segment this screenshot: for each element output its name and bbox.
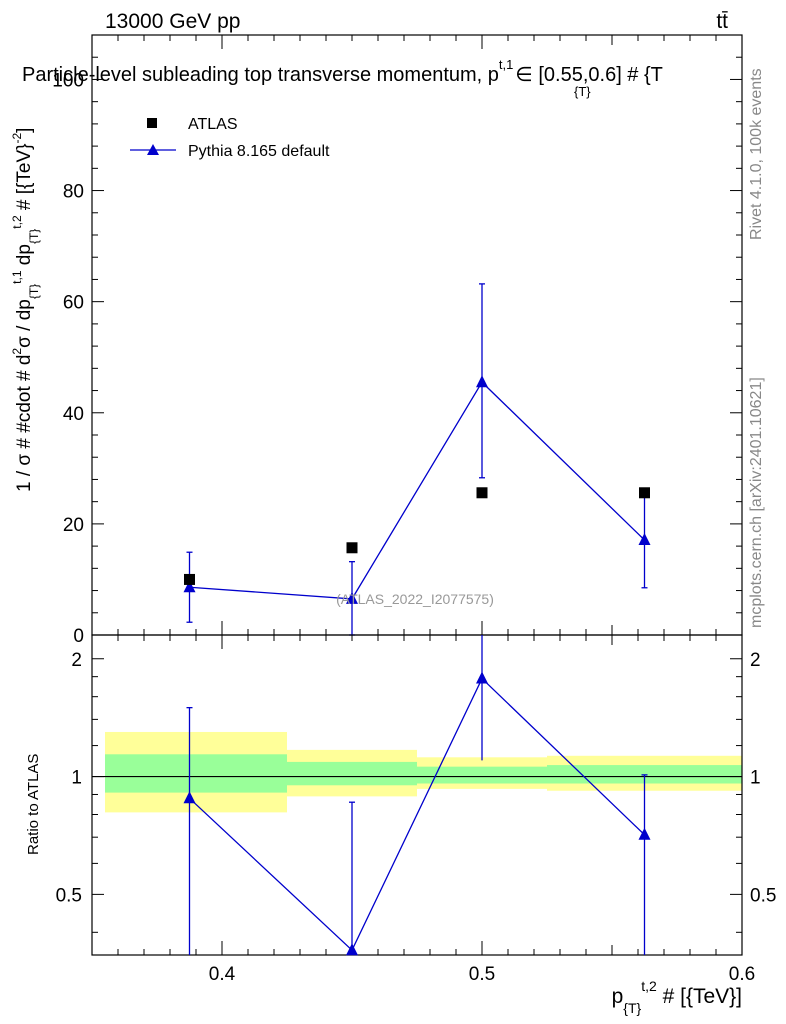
pythia-line: [189, 381, 645, 600]
pythia-point-3: [638, 533, 651, 545]
main-ytick-label: 60: [63, 293, 84, 314]
pythia-point-1: [346, 591, 358, 604]
ratio-ylabel: Ratio to ATLAS: [25, 754, 42, 855]
main-ytick-label: 20: [63, 515, 84, 536]
mcplots-label: mcplots.cern.ch [arXiv:2401.10621]: [748, 377, 765, 628]
legend-atlas-label: ATLAS: [188, 116, 238, 133]
plot-title-sup: t,1: [499, 57, 513, 72]
plot-title-rest: ∈ [0.55,0.6] # {T: [515, 64, 663, 86]
legend-pythia-marker: [147, 144, 159, 155]
atlas-point-2: [476, 487, 488, 499]
ratio-ytick-label-right: 2: [750, 650, 761, 671]
process-label: tt̄: [716, 10, 728, 33]
ratio-point-0: [183, 791, 196, 804]
atlas-point-1: [346, 542, 358, 554]
legend: ATLAS Pythia 8.165 default: [130, 116, 330, 160]
ratio-band-green-0: [105, 754, 287, 793]
ratio-band-green-2: [417, 766, 547, 784]
x-axis-label: p{T}t,2 # [{TeV}]: [612, 978, 742, 1016]
atlas-point-0: [184, 573, 195, 585]
ratio-point-2: [476, 671, 488, 684]
analysis-watermark: (ATLAS_2022_I2077575): [336, 591, 494, 607]
x-tick-label: 0.4: [209, 964, 236, 985]
plot-title: Particle-level subleading top transverse…: [22, 57, 663, 86]
energy-label: 13000 GeV pp: [105, 10, 240, 33]
x-tick-label: 0.6: [729, 964, 755, 985]
pythia-point-0: [183, 580, 196, 593]
ratio-line: [189, 677, 645, 952]
ratio-band-green-1: [287, 761, 417, 786]
ratio-point-3: [638, 827, 651, 840]
ratio-ytick-label: 0.5: [56, 885, 82, 906]
main-ytick-label: 80: [63, 182, 84, 203]
ratio-point-1: [346, 943, 358, 956]
ratio-ytick-label: 1: [71, 768, 82, 789]
main-ytick-label: 0: [73, 626, 84, 647]
main-ytick-label: 40: [63, 404, 84, 425]
ratio-ytick-label: 2: [71, 650, 82, 671]
x-tick-label: 0.5: [469, 964, 495, 985]
ratio-ytick-label-right: 0.5: [750, 885, 776, 906]
rivet-label: Rivet 4.1.0, 100k events: [748, 68, 765, 240]
legend-atlas-marker: [147, 118, 157, 128]
main-ytick-label: 100: [52, 70, 84, 91]
atlas-point-3: [639, 487, 650, 499]
ratio-panel: 0.4 0.5 0.6 0.5 0.5 1 1 2 2: [56, 634, 776, 985]
plot-title-main: Particle-level subleading top transverse…: [22, 64, 499, 86]
plot-title-sub: {T}: [574, 84, 591, 99]
main-ylabel: 1 / σ # #cdot # d2σ / dp{T}t,1 dp{T}t,2 …: [10, 128, 41, 492]
pythia-point-2: [476, 375, 488, 388]
ratio-ytick-label-right: 1: [750, 768, 761, 789]
ratio-frame: [91, 634, 743, 956]
legend-pythia-label: Pythia 8.165 default: [188, 143, 330, 160]
